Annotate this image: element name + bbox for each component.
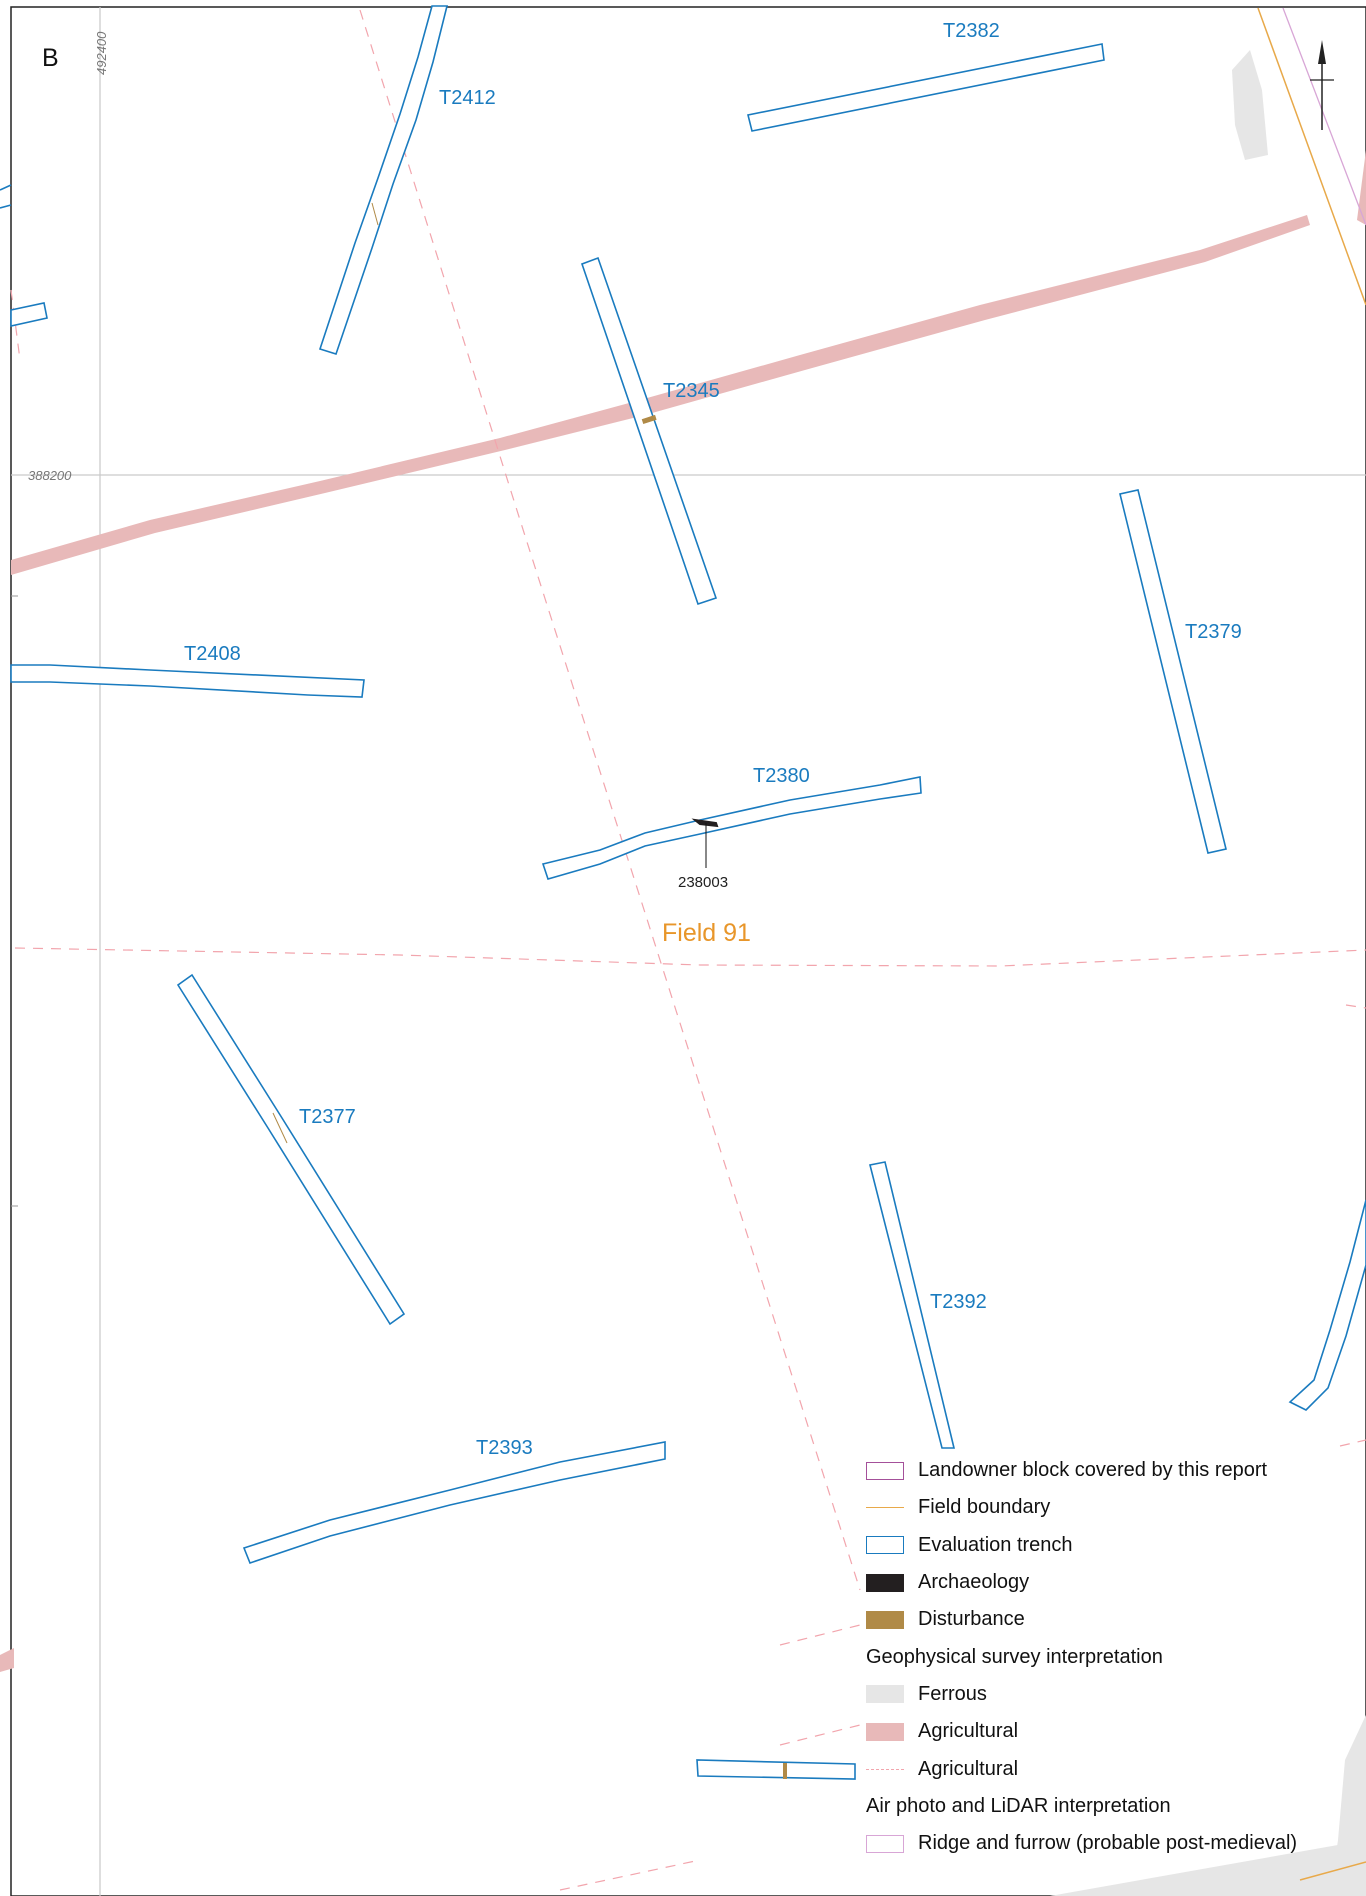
trench-label: T2380	[753, 765, 810, 787]
legend-heading: Air photo and LiDAR interpretation	[866, 1794, 1171, 1817]
disturbance-mark	[641, 414, 657, 425]
legend-item: Ferrous	[866, 1676, 1336, 1713]
legend-label: Evaluation trench	[918, 1533, 1073, 1556]
legend-item: Agricultural	[866, 1750, 1336, 1787]
trench-edge-west	[10, 302, 48, 327]
trench-label: T2392	[930, 1291, 987, 1313]
legend-item: Agricultural	[866, 1713, 1336, 1750]
field-boundary	[1299, 1861, 1366, 1881]
disturbance-mark	[783, 1763, 787, 1779]
agricultural-dash-swatch	[866, 1768, 904, 1770]
landowner-block-swatch	[866, 1461, 904, 1480]
trench-t2392	[869, 1161, 956, 1449]
agricultural-band	[11, 215, 1310, 575]
trench-t2377	[176, 973, 406, 1326]
agricultural-dash-line	[779, 1624, 861, 1646]
agricultural-dash-line	[1339, 1439, 1366, 1447]
legend-item: Field boundary	[866, 1489, 1336, 1526]
legend-item: Landowner block covered by this report	[866, 1452, 1336, 1489]
legend-item: Disturbance	[866, 1601, 1336, 1638]
field-label: Field 91	[662, 919, 751, 947]
disturbance-mark	[371, 202, 379, 226]
trench-t2379	[1119, 489, 1227, 854]
trench-label: T2408	[184, 643, 241, 665]
northing-label: 388200	[28, 468, 72, 483]
trench-t2380	[541, 776, 922, 880]
ferrous-swatch	[866, 1685, 904, 1704]
legend-item: Evaluation trench	[866, 1527, 1336, 1564]
north-arrow-icon	[1310, 40, 1334, 130]
trench-label: T2393	[476, 1437, 533, 1459]
trench-edge-south	[696, 1759, 856, 1780]
legend: Landowner block covered by this report F…	[866, 1452, 1336, 1862]
legend-item: Archaeology	[866, 1564, 1336, 1601]
agricultural-dash-line	[10, 289, 21, 361]
trench-label: T2382	[943, 20, 1000, 42]
agricultural-dash-line	[779, 1724, 861, 1746]
agricultural-dash-line	[1345, 1004, 1366, 1009]
legend-label: Field boundary	[918, 1496, 1051, 1519]
agricultural-dash-line	[14, 947, 1366, 967]
trench-t2412	[318, 5, 449, 355]
trench-edge-east	[1288, 1199, 1366, 1411]
archaeology-swatch	[866, 1573, 904, 1592]
agricultural-fill-swatch	[866, 1722, 904, 1741]
evaluation-trench-swatch	[866, 1536, 904, 1555]
disturbance-swatch	[866, 1610, 904, 1629]
ridge-and-furrow	[1282, 7, 1366, 226]
trench-label: T2379	[1185, 621, 1242, 643]
ferrous-area	[1232, 50, 1268, 160]
trench-edge-west	[0, 184, 12, 209]
trench-t2393	[242, 1441, 666, 1565]
agricultural-dash-line	[559, 1859, 701, 1891]
easting-label: 492400	[94, 31, 109, 75]
legend-heading: Geophysical survey interpretation	[866, 1645, 1163, 1668]
trench-t2345	[580, 256, 718, 606]
field-boundary	[1257, 7, 1366, 306]
trench-label: T2377	[299, 1106, 356, 1128]
legend-label: Ridge and furrow (probable post-medieval…	[918, 1832, 1298, 1855]
feature-label: 238003	[678, 874, 728, 891]
legend-label: Landowner block covered by this report	[918, 1459, 1268, 1482]
ferrous-area	[1050, 1840, 1366, 1896]
field-boundary-swatch	[866, 1507, 904, 1509]
legend-label: Agricultural	[918, 1720, 1019, 1743]
disturbance-mark	[272, 1112, 288, 1144]
legend-label: Archaeology	[918, 1571, 1030, 1594]
trench-label: T2412	[439, 87, 496, 109]
legend-label: Disturbance	[918, 1608, 1025, 1631]
trench-t2408	[10, 664, 365, 698]
agricultural-dash-line	[359, 9, 861, 1591]
legend-item: Ridge and furrow (probable post-medieval…	[866, 1825, 1336, 1862]
agricultural-band	[0, 1648, 14, 1672]
trench-label: T2345	[663, 380, 720, 402]
ridge-furrow-swatch	[866, 1834, 904, 1853]
legend-label: Ferrous	[918, 1682, 987, 1705]
legend-label: Agricultural	[918, 1757, 1019, 1780]
trench-t2382	[747, 43, 1105, 132]
panel-label: B	[42, 44, 59, 72]
